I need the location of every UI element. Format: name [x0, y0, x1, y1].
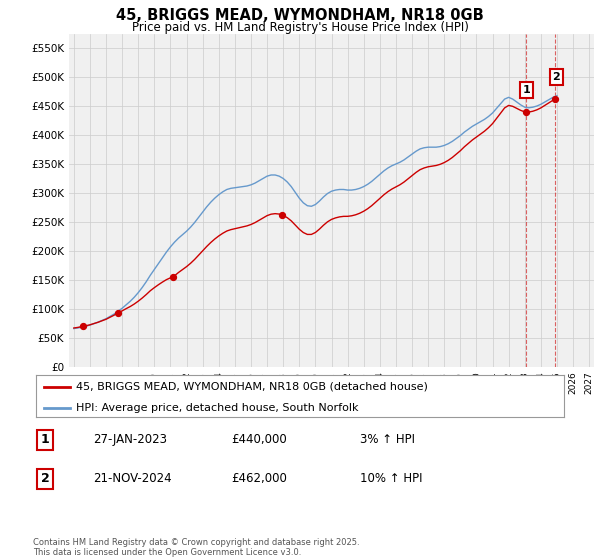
Point	[551, 95, 560, 104]
Text: HPI: Average price, detached house, South Norfolk: HPI: Average price, detached house, Sout…	[76, 403, 358, 413]
Point	[113, 308, 123, 317]
Point	[169, 273, 178, 282]
Text: £462,000: £462,000	[231, 472, 287, 486]
Point	[277, 211, 287, 220]
Text: 45, BRIGGS MEAD, WYMONDHAM, NR18 0GB (detached house): 45, BRIGGS MEAD, WYMONDHAM, NR18 0GB (de…	[76, 381, 427, 391]
Text: 1: 1	[41, 433, 49, 446]
Text: 1: 1	[523, 85, 531, 95]
Text: Contains HM Land Registry data © Crown copyright and database right 2025.
This d: Contains HM Land Registry data © Crown c…	[33, 538, 359, 557]
Text: £440,000: £440,000	[231, 433, 287, 446]
Point	[521, 108, 531, 116]
Text: 2: 2	[41, 472, 49, 486]
Text: Price paid vs. HM Land Registry's House Price Index (HPI): Price paid vs. HM Land Registry's House …	[131, 21, 469, 34]
Text: 3% ↑ HPI: 3% ↑ HPI	[360, 433, 415, 446]
Text: 10% ↑ HPI: 10% ↑ HPI	[360, 472, 422, 486]
Text: 21-NOV-2024: 21-NOV-2024	[93, 472, 172, 486]
Text: 45, BRIGGS MEAD, WYMONDHAM, NR18 0GB: 45, BRIGGS MEAD, WYMONDHAM, NR18 0GB	[116, 8, 484, 24]
Point	[79, 322, 88, 331]
Text: 27-JAN-2023: 27-JAN-2023	[93, 433, 167, 446]
Text: 2: 2	[552, 72, 560, 82]
